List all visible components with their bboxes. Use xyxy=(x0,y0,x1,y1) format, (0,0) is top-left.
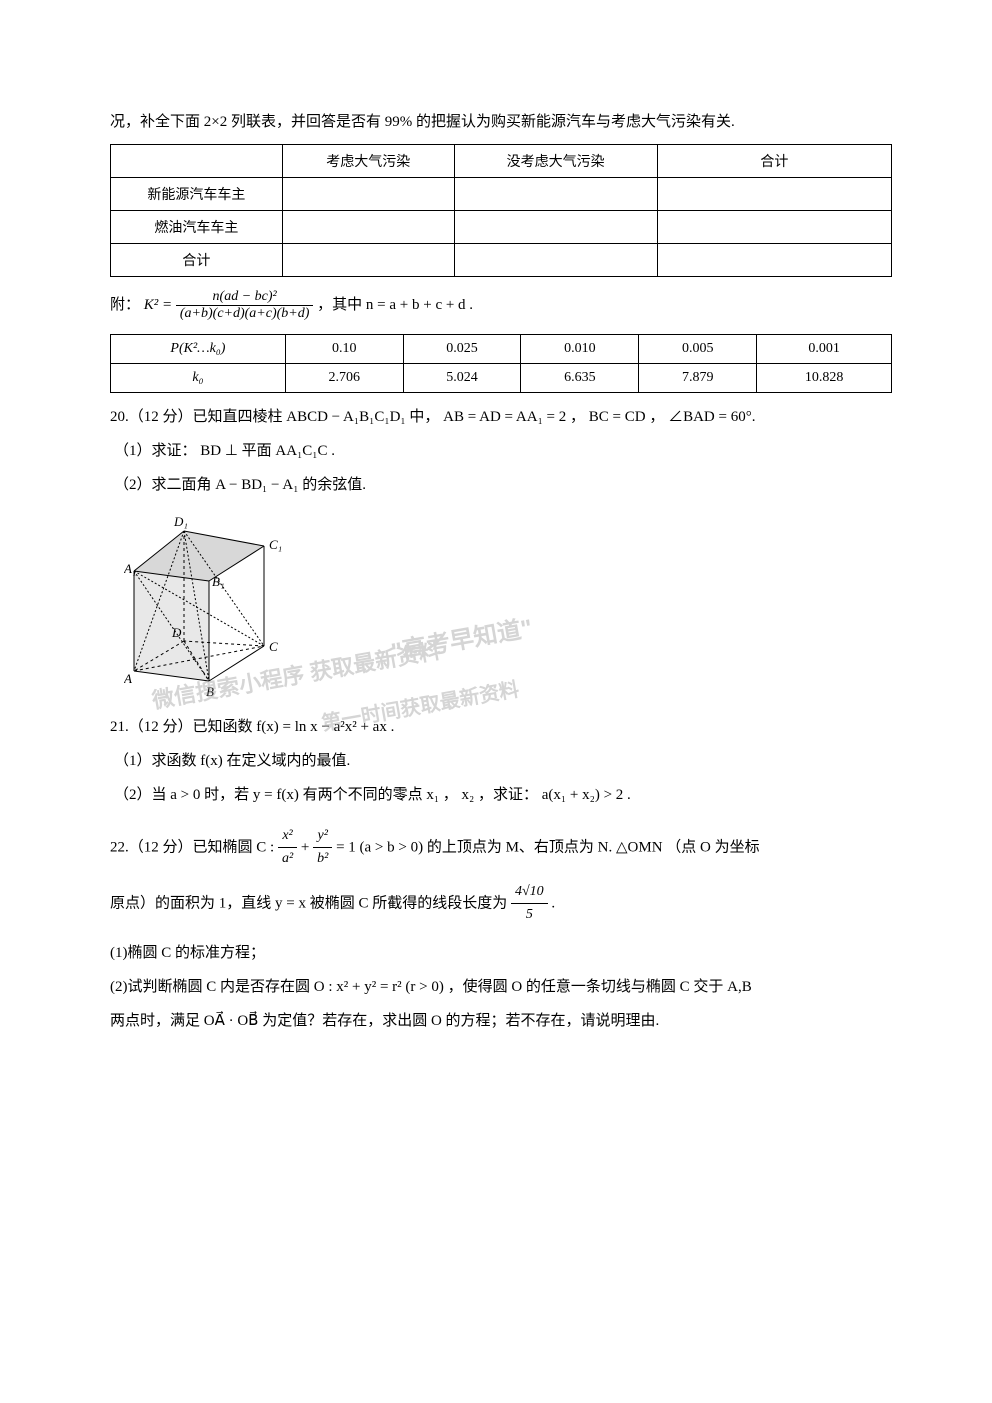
critical-value-table: P(K²…k₀) 0.10 0.025 0.010 0.005 0.001 k₀… xyxy=(110,334,892,393)
intro-text: 况，补全下面 2×2 列联表，并回答是否有 99% 的把握认为购买新能源汽车与考… xyxy=(110,110,892,134)
t1-r2c0: 燃油汽车车主 xyxy=(111,211,283,244)
svg-text:C₁: C₁ xyxy=(269,537,282,552)
t1-r2c3 xyxy=(657,211,891,244)
svg-text:B: B xyxy=(206,684,214,699)
t1-r3c3 xyxy=(657,244,891,277)
t2-r5: 10.828 xyxy=(757,364,892,393)
q20-sub1: （1）求证： BD ⊥ 平面 AA₁C₁C . xyxy=(114,439,892,463)
t2-r1: 2.706 xyxy=(285,364,403,393)
prism-svg: A B C D A₁ B₁ C₁ D₁ xyxy=(124,511,294,701)
q22-y-den: b² xyxy=(313,848,332,870)
q22-l2-suffix: . xyxy=(551,895,555,911)
t2-h1: 0.10 xyxy=(285,335,403,364)
q22-sub1: (1)椭圆 C 的标准方程； xyxy=(110,941,892,965)
svg-text:C: C xyxy=(269,639,278,654)
t1-r3c0: 合计 xyxy=(111,244,283,277)
q22-plus: + xyxy=(301,839,313,855)
t2-h2: 0.025 xyxy=(403,335,521,364)
formula-fraction: n(ad − bc)² (a+b)(c+d)(a+c)(b+d) xyxy=(176,289,314,322)
svg-text:B₁: B₁ xyxy=(212,574,224,589)
t2-h3: 0.010 xyxy=(521,335,639,364)
q22-suffix: = 1 (a > b > 0) 的上顶点为 M、右顶点为 N. △OMN （点 … xyxy=(336,839,760,855)
t2-h4: 0.005 xyxy=(639,335,757,364)
t1-r2c1 xyxy=(282,211,454,244)
t1-r1c3 xyxy=(657,178,891,211)
t2-h0: P(K²…k₀) xyxy=(111,335,286,364)
svg-text:A: A xyxy=(124,671,132,686)
q22-len-num: 4√10 xyxy=(511,881,548,904)
t1-r2c2 xyxy=(454,211,657,244)
contingency-table: 考虑大气污染 没考虑大气污染 合计 新能源汽车车主 燃油汽车车主 合计 xyxy=(110,144,892,277)
k2-formula: 附： K² = n(ad − bc)² (a+b)(c+d)(a+c)(b+d)… xyxy=(110,289,892,322)
q22-l2-prefix: 原点）的面积为 1，直线 y = x 被椭圆 C 所截得的线段长度为 xyxy=(110,895,511,911)
formula-prefix: 附： xyxy=(110,297,140,313)
q22-y-num: y² xyxy=(313,825,332,848)
q22-frac-y: y² b² xyxy=(313,825,332,871)
formula-den: (a+b)(c+d)(a+c)(b+d) xyxy=(176,306,314,322)
q20-text: 20.（12 分）已知直四棱柱 ABCD − A₁B₁C₁D₁ 中， AB = … xyxy=(110,405,892,429)
prism-diagram: A B C D A₁ B₁ C₁ D₁ xyxy=(124,511,892,701)
q21-sub2: （2）当 a > 0 时，若 y = f(x) 有两个不同的零点 x₁ ， x₂… xyxy=(114,783,892,807)
q20-sub2: （2）求二面角 A − BD₁ − A₁ 的余弦值. xyxy=(114,473,892,497)
formula-lhs: K² = xyxy=(144,297,176,313)
svg-text:D₁: D₁ xyxy=(173,514,188,529)
q21-text: 21.（12 分）已知函数 f(x) = ln x − a²x² + ax . xyxy=(110,715,892,739)
q22-frac-x: x² a² xyxy=(278,825,297,871)
q22-sub2b: 两点时，满足 OA⃗ · OB⃗ 为定值？若存在，求出圆 O 的方程；若不存在，… xyxy=(110,1009,892,1033)
t1-r3c2 xyxy=(454,244,657,277)
t1-r1c1 xyxy=(282,178,454,211)
q22-length-frac: 4√10 5 xyxy=(511,881,548,927)
q22-len-den: 5 xyxy=(511,904,548,926)
formula-num: n(ad − bc)² xyxy=(176,289,314,306)
t2-r4: 7.879 xyxy=(639,364,757,393)
q22-x-num: x² xyxy=(278,825,297,848)
formula-suffix: ，其中 n = a + b + c + d . xyxy=(317,297,473,313)
t1-r1c2 xyxy=(454,178,657,211)
t1-header-3: 合计 xyxy=(657,145,891,178)
t1-r1c0: 新能源汽车车主 xyxy=(111,178,283,211)
q22-line1: 22.（12 分）已知椭圆 C : x² a² + y² b² = 1 (a >… xyxy=(110,825,892,871)
t1-r3c1 xyxy=(282,244,454,277)
t1-header-1: 考虑大气污染 xyxy=(282,145,454,178)
q22-x-den: a² xyxy=(278,848,297,870)
q21-sub1: （1）求函数 f(x) 在定义域内的最值. xyxy=(114,749,892,773)
t2-h5: 0.001 xyxy=(757,335,892,364)
svg-text:D: D xyxy=(171,625,182,640)
q22-line2: 原点）的面积为 1，直线 y = x 被椭圆 C 所截得的线段长度为 4√10 … xyxy=(110,881,892,927)
t2-r3: 6.635 xyxy=(521,364,639,393)
q22-prefix: 22.（12 分）已知椭圆 C : xyxy=(110,839,278,855)
q22-sub2: (2)试判断椭圆 C 内是否存在圆 O : x² + y² = r² (r > … xyxy=(110,975,892,999)
t2-r0: k₀ xyxy=(111,364,286,393)
t2-r2: 5.024 xyxy=(403,364,521,393)
svg-text:A₁: A₁ xyxy=(124,561,136,576)
t1-header-0 xyxy=(111,145,283,178)
t1-header-2: 没考虑大气污染 xyxy=(454,145,657,178)
